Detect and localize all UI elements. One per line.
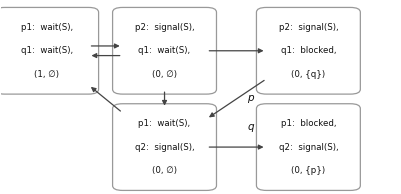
FancyBboxPatch shape: [113, 104, 217, 191]
Text: q: q: [247, 122, 254, 132]
Text: (0, ∅): (0, ∅): [152, 166, 177, 175]
Text: p1:  blocked,: p1: blocked,: [281, 119, 336, 128]
FancyBboxPatch shape: [257, 104, 360, 191]
Text: q1:  wait(S),: q1: wait(S),: [20, 46, 73, 55]
Text: q2:  signal(S),: q2: signal(S),: [135, 143, 194, 152]
Text: (0, {p}): (0, {p}): [292, 166, 326, 175]
Text: p: p: [247, 93, 254, 103]
FancyBboxPatch shape: [113, 7, 217, 94]
Text: p1:  wait(S),: p1: wait(S),: [20, 23, 73, 32]
Text: p2:  signal(S),: p2: signal(S),: [135, 23, 194, 32]
Text: (0, {q}): (0, {q}): [292, 70, 326, 79]
Text: p1:  wait(S),: p1: wait(S),: [138, 119, 190, 128]
Text: (1, ∅): (1, ∅): [34, 70, 59, 79]
Text: (0, ∅): (0, ∅): [152, 70, 177, 79]
Text: q1:  blocked,: q1: blocked,: [281, 46, 336, 55]
Text: q2:  signal(S),: q2: signal(S),: [279, 143, 338, 152]
Text: q1:  wait(S),: q1: wait(S),: [138, 46, 190, 55]
Text: p2:  signal(S),: p2: signal(S),: [279, 23, 338, 32]
FancyBboxPatch shape: [257, 7, 360, 94]
FancyBboxPatch shape: [0, 7, 99, 94]
